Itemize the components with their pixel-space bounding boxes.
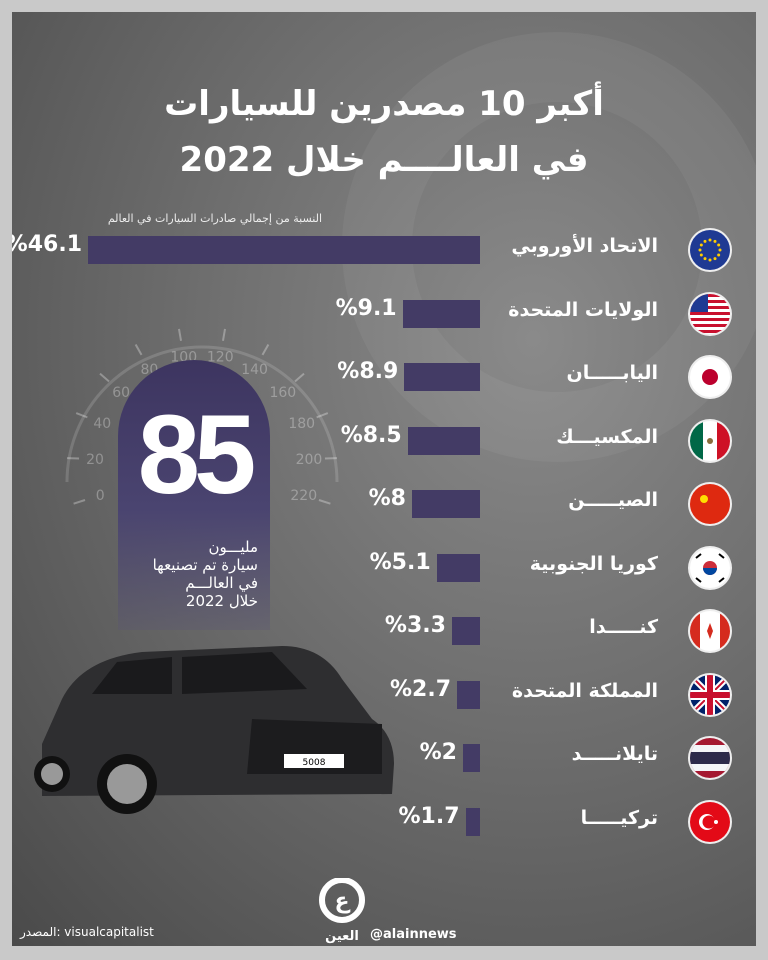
bar-row: %5.1 كوريا الجنوبية [12,547,756,588]
caption-line: خلال 2022 [185,592,258,610]
title-line-1: أكبر 10 مصدرين للسيارات [164,84,604,124]
gauge-tick [294,372,305,383]
bar [462,744,480,772]
gauge-tick [73,499,86,505]
turkey-flag-icon [690,801,730,842]
gauge-tick [316,412,329,419]
gauge-tick-label: 160 [269,385,296,401]
value-label: %8 [368,486,406,511]
gauge-tick [75,412,88,419]
bar [404,363,480,391]
value-label: %9.1 [335,295,397,321]
gauge-tick-label: 20 [86,452,104,468]
value-label: %8.5 [340,422,402,448]
highlight-caption: مليـــون سيارة تم تصنيعها في العالـــم خ… [118,538,258,610]
category-label: المملكة المتحدة [511,679,658,702]
south-korea-flag-icon [690,547,730,588]
bar [457,680,480,709]
axis-label: النسبة من إجمالي صادرات السيارات في العا… [107,212,322,225]
gauge-tick [221,328,227,341]
value-label: %2 [419,740,457,765]
category-label: اليابـــــان [566,362,659,384]
bar-row: %46.1 الاتحاد الأوروبي [12,230,756,270]
bar-row: %8.9 اليابـــــان [12,357,756,397]
gauge-tick-label: 220 [290,488,317,504]
gauge-tick-label: 180 [288,416,315,432]
canada-flag-icon [690,611,730,651]
bar-row: %2 تايلانـــــد [12,738,756,778]
bar-row: %1.7 تركيـــــا [12,801,756,842]
category-label: الولايات المتحدة [508,298,658,321]
bar [411,490,480,518]
gauge-tick [99,372,110,383]
value-label: %8.9 [337,359,399,384]
bar-row: %8 الصيـــــن [12,484,756,524]
category-label: الاتحاد الأوروبي [511,235,658,257]
caption-line: مليـــون [208,538,258,556]
uk-flag-icon [690,674,730,715]
category-label: كوريا الجنوبية [529,552,658,575]
gauge-tick-label: 0 [96,488,105,504]
infographic-panel: أكبر 10 مصدرين للسيارات في العالــــم خل… [12,12,756,946]
japan-flag-icon [690,357,730,397]
thailand-flag-icon [690,738,730,778]
plate-text: 5008 [303,758,326,768]
value-label: %2.7 [390,676,452,702]
bar [436,553,480,582]
eu-flag-icon [690,230,730,270]
gauge-tick [177,328,183,341]
bar [465,807,480,836]
caption-line: في العالـــم [185,574,258,592]
alain-logo: ع العين [319,878,365,944]
gauge-tick-label: 40 [93,416,111,432]
social-handle: @alainnews [370,927,457,942]
bar [451,617,480,645]
gauge-tick [261,343,270,356]
category-label: تايلانـــــد [571,743,658,765]
bar-row: %8.5 المكسيـــك [12,420,756,461]
value-label: %1.7 [398,803,460,829]
highlight-panel: 85 مليـــون سيارة تم تصنيعها في العالـــ… [118,360,270,630]
gauge-tick [134,343,143,356]
bar-row: %3.3 كنـــــدا [12,611,756,651]
gauge-tick-label: 60 [112,385,130,401]
bar-row: %2.7 المملكة المتحدة [12,674,756,715]
title-line-2: في العالــــم خلال 2022 [179,140,589,180]
value-label: %3.3 [384,613,446,638]
bar-row: %9.1 الولايات المتحدة [12,293,756,334]
gauge-tick [318,499,331,505]
value-label: %5.1 [369,549,431,575]
gauge-tick-label: 200 [296,452,323,468]
car-image: 5008 [34,646,394,814]
category-label: المكسيـــك [556,425,658,448]
bar [407,426,480,455]
highlight-number: 85 [137,392,257,517]
us-flag-icon [690,293,730,334]
china-flag-icon [690,484,730,524]
bar [402,299,480,328]
svg-text:ع: ع [334,889,350,914]
caption-line: سيارة تم تصنيعها [152,556,258,574]
svg-text:العين: العين [325,929,359,944]
gauge-tick-label: 140 [241,362,268,378]
bar [88,236,480,264]
mexico-flag-icon [690,420,730,461]
source-credit: المصدر: visualcapitalist [20,925,154,939]
license-plate [284,754,344,768]
category-label: تركيـــــا [580,806,658,829]
value-label: %46.1 [12,232,82,257]
category-label: الصيـــــن [568,489,658,511]
category-label: كنـــــدا [589,616,658,638]
